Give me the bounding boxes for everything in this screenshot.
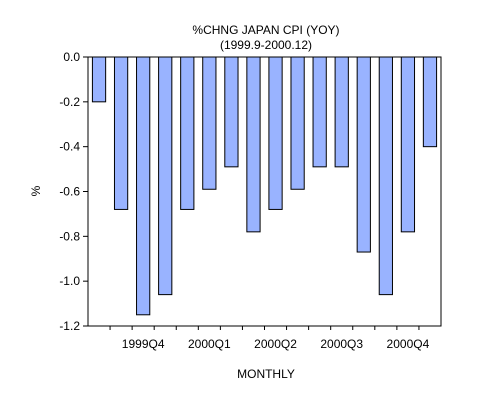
bar-2000.05 (268, 56, 283, 210)
bar-2000.11 (400, 56, 416, 233)
x-tick-label: 2000Q1 (188, 337, 231, 351)
bar-2000.06 (290, 56, 305, 190)
y-tick-label: -0.8 (59, 229, 80, 243)
x-tick-label: 1999Q4 (122, 337, 165, 351)
bar-2000.10 (378, 56, 393, 296)
x-axis: 1999Q4 2000Q1 2000Q2 2000Q3 2000Q4 (109, 326, 430, 351)
bar-2000.07 (312, 56, 327, 168)
bar-2000.01 (180, 56, 195, 210)
x-tick-label: 2000Q3 (320, 337, 363, 351)
x-tick-label: 2000Q4 (387, 337, 430, 351)
chart-title: %CHNG JAPAN CPI (YOY) (192, 23, 339, 37)
y-tick-label: -0.2 (59, 95, 80, 109)
bar-2000.08 (334, 56, 349, 168)
bar-1999.12 (158, 56, 173, 296)
y-axis: 0.0 -0.2 -0.4 -0.6 -0.8 -1.0 -1.2 (59, 50, 88, 333)
bar-2000.03 (224, 56, 239, 168)
bar-1999.10 (113, 56, 129, 210)
y-tick-label: -1.2 (59, 319, 80, 333)
y-tick-label: -0.4 (59, 140, 80, 154)
bars-group (91, 56, 438, 316)
bar-1999.11 (136, 56, 151, 316)
bar-2000.02 (202, 56, 217, 190)
y-tick-label: -1.0 (59, 274, 80, 288)
bar-2000.12 (422, 56, 438, 148)
chart-subtitle: (1999.9-2000.12) (220, 38, 312, 52)
y-tick-label: 0.0 (63, 50, 80, 64)
bar-1999.09 (91, 56, 107, 103)
bar-2000.04 (246, 56, 261, 233)
y-axis-label: % (29, 185, 43, 196)
x-tick-label: 2000Q2 (254, 337, 297, 351)
x-axis-label: MONTHLY (237, 367, 295, 381)
bar-2000.09 (356, 56, 371, 253)
y-tick-label: -0.6 (59, 185, 80, 199)
